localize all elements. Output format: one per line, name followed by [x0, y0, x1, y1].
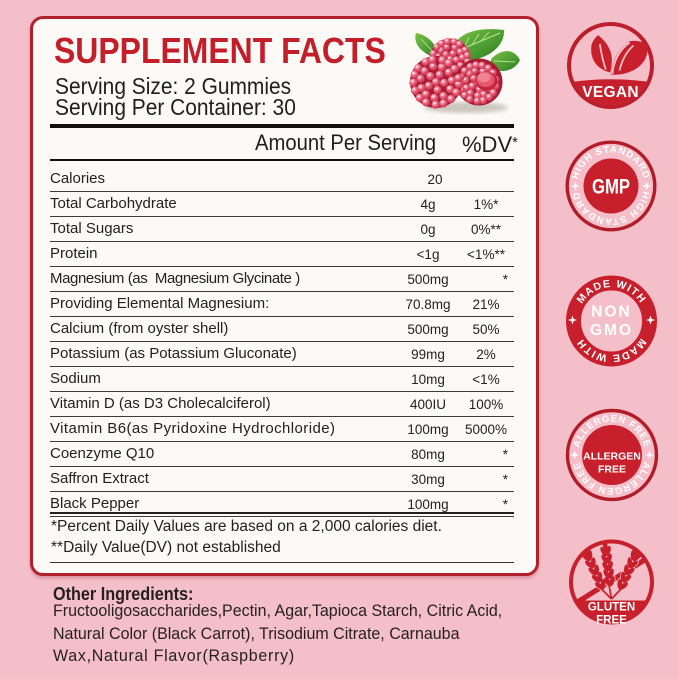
svg-text:FREE: FREE — [598, 464, 626, 476]
svg-text:GLUTEN: GLUTEN — [588, 602, 635, 614]
svg-text:GMP: GMP — [592, 176, 630, 199]
svg-text:ALLERGEN: ALLERGEN — [583, 451, 641, 463]
svg-text:VEGAN: VEGAN — [582, 84, 639, 101]
svg-text:FREE: FREE — [596, 615, 627, 627]
svg-text:NON: NON — [591, 304, 631, 321]
svg-text:GMO: GMO — [590, 322, 633, 339]
